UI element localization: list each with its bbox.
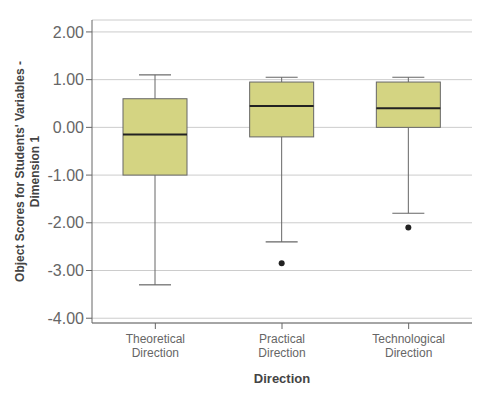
svg-text:1.00: 1.00	[53, 71, 84, 88]
svg-text:Dimension 1: Dimension 1	[28, 136, 42, 208]
svg-text:2.00: 2.00	[53, 24, 84, 41]
svg-text:PracticalDirection: PracticalDirection	[258, 332, 305, 360]
svg-text:TechnologicalDirection: TechnologicalDirection	[372, 332, 445, 360]
svg-text:TheoreticalDirection: TheoreticalDirection	[126, 332, 185, 360]
svg-text:-2.00: -2.00	[48, 214, 85, 231]
svg-text:-1.00: -1.00	[48, 167, 85, 184]
svg-text:0.00: 0.00	[53, 119, 84, 136]
svg-text:Direction: Direction	[254, 371, 310, 386]
svg-text:-4.00: -4.00	[48, 310, 85, 327]
svg-text:Object Scores for Students' Va: Object Scores for Students' Variables -	[13, 61, 27, 282]
svg-text:-3.00: -3.00	[48, 262, 85, 279]
